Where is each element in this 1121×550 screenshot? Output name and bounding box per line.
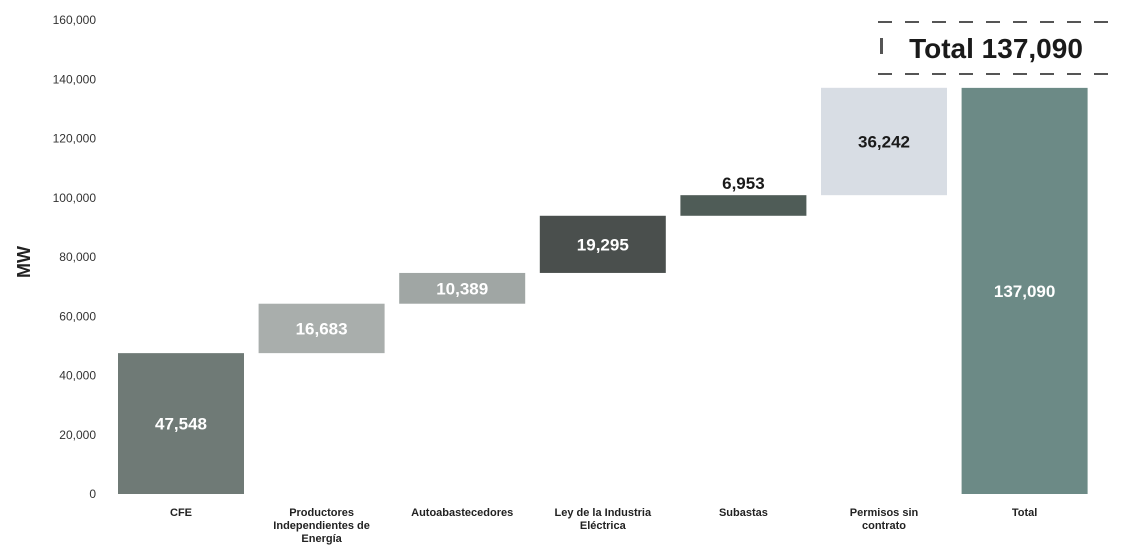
y-axis-label: MW (14, 246, 34, 278)
x-axis: CFE Productores Independientes de Energía Au… (170, 507, 1037, 545)
x-tick-label: Subastas (719, 507, 768, 519)
data-label: 10,389 (436, 279, 488, 298)
bar-1 (118, 353, 244, 494)
bar-6 (821, 87, 947, 196)
x-tick-label: Autoabastecedores (411, 507, 513, 519)
bar-7 (961, 87, 1088, 494)
total-callout-text: Total 137,090 (909, 33, 1083, 64)
y-axis: 0 20,000 40,000 60,000 80,000 100,000 120,000 1… (53, 13, 97, 501)
bar-3 (399, 272, 526, 304)
data-label: 137,090 (994, 282, 1055, 301)
y-tick-label: 140,000 (53, 72, 97, 86)
y-tick-label: 80,000 (59, 250, 96, 264)
bar-4 (539, 215, 666, 273)
x-tick-label: Ley de la Industria Eléctrica (555, 507, 652, 532)
data-label: 19,295 (577, 235, 629, 254)
data-label: 16,683 (296, 319, 348, 338)
bar-2 (258, 303, 385, 354)
y-tick-label: 160,000 (53, 13, 97, 27)
data-label: 6,953 (722, 174, 765, 193)
x-tick-label: CFE (170, 507, 192, 519)
x-tick-label: Total (1012, 507, 1037, 519)
y-tick-label: 100,000 (53, 191, 97, 205)
y-tick-label: 60,000 (59, 309, 96, 323)
bars-group: 47,548 16,683 10,389 19,295 6,953 36,242 137,0… (118, 87, 1088, 494)
y-tick-label: 120,000 (53, 132, 97, 146)
bar-5 (680, 195, 807, 216)
data-label: 36,242 (858, 132, 910, 151)
total-callout: Total 137,090 (878, 21, 1110, 75)
y-tick-label: 0 (89, 487, 96, 501)
y-tick-label: 40,000 (59, 369, 96, 383)
y-tick-label: 20,000 (59, 428, 96, 442)
x-tick-label: Productores Independientes de Energía (273, 507, 370, 545)
x-tick-label: Permisos sin contrato (850, 507, 919, 532)
data-label: 47,548 (155, 415, 207, 434)
